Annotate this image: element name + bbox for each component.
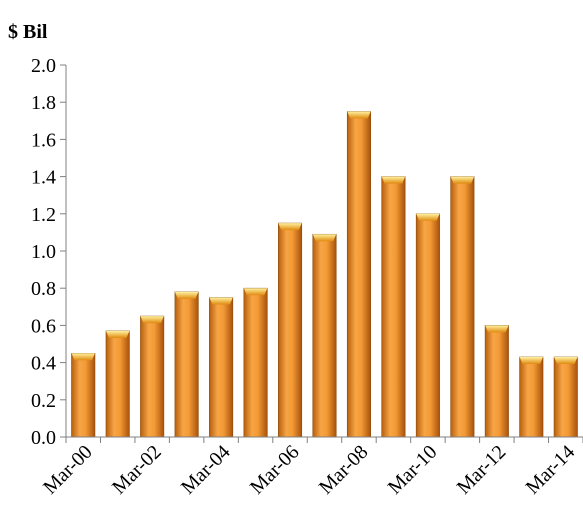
bar-cap — [554, 357, 578, 365]
x-axis: Mar-00 Mar-02 Mar-04 Mar-06 Mar-08 Mar-10 Mar-… — [39, 436, 583, 499]
bar-mar-05 — [243, 287, 268, 438]
bar-mar-04 — [209, 297, 234, 438]
bar-body — [174, 291, 199, 438]
bar-mar-09 — [381, 176, 406, 438]
bar-body — [484, 325, 509, 438]
x-tick-label: Mar-12 — [453, 441, 511, 499]
y-tick-label: 0.0 — [31, 427, 56, 449]
bar-body — [71, 352, 96, 438]
bar-cap — [519, 357, 544, 365]
y-tick-label: 1.0 — [31, 241, 56, 263]
x-tick-label: Mar-00 — [39, 441, 97, 499]
bar-body — [209, 297, 234, 438]
y-axis: 0.0 0.2 0.4 0.6 0.8 1.0 1.2 1.4 1.6 1.8 2.0 — [31, 55, 67, 449]
bar-body — [519, 356, 544, 438]
bar-cap — [140, 316, 164, 324]
bar-cap — [174, 291, 199, 299]
bar-cap — [209, 297, 233, 305]
bar-body — [105, 330, 130, 438]
bar-mar-02 — [140, 315, 165, 438]
x-tick-label: Mar-04 — [177, 441, 235, 499]
bar-mar-07 — [312, 233, 337, 438]
bar-body — [553, 356, 578, 438]
bar-body — [140, 315, 165, 438]
y-tick-label: 1.8 — [31, 92, 56, 114]
bar-body — [312, 233, 337, 438]
bar-cap — [105, 330, 130, 338]
bar-mar-08 — [346, 111, 371, 438]
bar-body — [346, 111, 371, 438]
bar-cap — [381, 176, 406, 184]
y-tick-label: 0.8 — [31, 278, 56, 300]
bar-cap — [416, 213, 440, 221]
bar-mar-06 — [278, 222, 303, 438]
bar-cap — [278, 223, 302, 231]
bar-body — [243, 287, 268, 438]
y-tick-label: 0.4 — [31, 353, 56, 375]
bar-cap — [243, 288, 268, 296]
x-tick-label: Mar-06 — [246, 441, 304, 499]
bars-group — [71, 111, 578, 438]
bar-mar-03 — [174, 291, 199, 438]
bar-body — [381, 176, 406, 438]
y-tick-label: 1.2 — [31, 204, 56, 226]
y-tick-label: 2.0 — [31, 55, 56, 77]
bar-cap — [312, 234, 337, 242]
bar-mar-01 — [105, 330, 130, 438]
bar-mar-14 — [553, 356, 578, 438]
y-tick-label: 0.6 — [31, 315, 56, 337]
bar-body — [415, 213, 440, 438]
bar-mar-11 — [450, 176, 475, 438]
bar-mar-13 — [519, 356, 544, 438]
y-tick-label: 1.6 — [31, 129, 56, 151]
bar-cap — [450, 176, 475, 184]
bar-cap — [485, 325, 509, 333]
bar-body — [278, 222, 303, 438]
y-tick-label: 1.4 — [31, 167, 56, 189]
bar-body — [450, 176, 475, 438]
bar-cap — [71, 353, 95, 361]
bar-mar-10 — [415, 213, 440, 438]
x-tick-label: Mar-10 — [384, 441, 442, 499]
bar-cap — [347, 111, 371, 119]
bar-mar-00 — [71, 352, 96, 438]
bar-mar-12 — [484, 325, 509, 438]
x-tick-label: Mar-14 — [522, 441, 580, 499]
x-tick-label: Mar-08 — [315, 441, 373, 499]
y-unit-label: $ Bil — [8, 21, 48, 43]
y-tick-label: 0.2 — [31, 390, 56, 412]
x-tick-label: Mar-02 — [108, 441, 166, 499]
